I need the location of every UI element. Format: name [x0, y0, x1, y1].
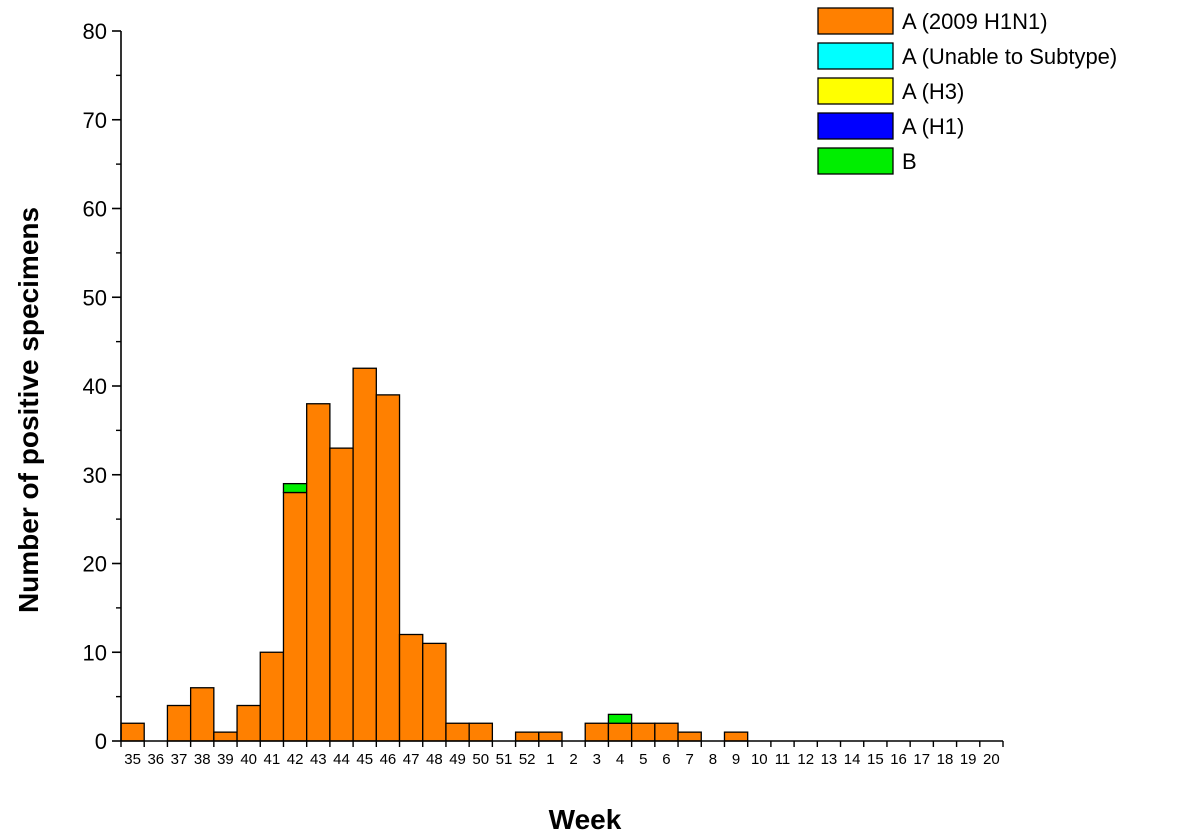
y-tick-label-30: 30	[83, 463, 107, 488]
y-tick-label-20: 20	[83, 552, 107, 577]
x-tick-label-52: 52	[519, 751, 536, 768]
bar-week-45-series-0	[352, 367, 377, 742]
x-tick-label-13: 13	[821, 751, 838, 768]
x-tick-label-38: 38	[194, 751, 211, 768]
x-tick-label-19: 19	[960, 751, 977, 768]
y-axis-title: Number of positive specimens	[13, 207, 44, 613]
x-tick-label-37: 37	[171, 751, 188, 768]
y-tick-label-50: 50	[83, 285, 107, 310]
bar-week-41-series-0	[259, 651, 285, 742]
x-tick-label-45: 45	[356, 751, 373, 768]
x-tick-label-1: 1	[546, 751, 554, 768]
y-tick-label-70: 70	[83, 108, 107, 133]
bar-week-1-series-0	[538, 731, 563, 742]
bar-week-7-series-0	[677, 731, 702, 742]
x-tick-label-11: 11	[775, 751, 791, 768]
bar-week-3-series-0	[584, 722, 610, 742]
bar-week-49-series-0	[445, 722, 470, 742]
x-tick-label-40: 40	[240, 751, 257, 768]
legend-swatch-2	[817, 77, 894, 105]
x-tick-label-17: 17	[913, 751, 930, 768]
bar-week-50-series-0	[468, 722, 494, 742]
bar-week-37-series-0	[166, 704, 192, 742]
bar-week-48-series-0	[422, 642, 447, 742]
x-tick-label-50: 50	[472, 751, 489, 768]
bar-week-38-series-0	[189, 687, 215, 742]
x-tick-label-48: 48	[426, 751, 443, 768]
y-tick-label-80: 80	[83, 19, 107, 44]
bar-week-42-series-4	[282, 482, 308, 494]
bar-week-44-series-0	[329, 447, 354, 742]
bar-week-39-series-0	[213, 731, 238, 742]
x-tick-label-43: 43	[310, 751, 327, 768]
bar-week-4-series-4	[607, 713, 633, 724]
legend: A (2009 H1N1) A (Unable to Subtype) A (H3)…	[817, 7, 1117, 175]
legend-swatch-1	[817, 42, 894, 70]
x-axis-title: Week	[549, 804, 622, 833]
x-tick-label-35: 35	[124, 751, 141, 768]
x-tick-label-14: 14	[844, 751, 861, 768]
x-tick-label-20: 20	[983, 751, 1000, 768]
x-tick-label-10: 10	[751, 751, 768, 768]
bar-week-43-series-0	[306, 403, 331, 742]
legend-label-2: A (H3)	[902, 79, 964, 104]
legend-swatch-3	[817, 112, 894, 140]
x-tick-label-8: 8	[709, 751, 717, 768]
x-tick-label-2: 2	[569, 751, 577, 768]
x-tick-label-42: 42	[287, 751, 304, 768]
x-tick-label-5: 5	[639, 751, 647, 768]
x-tick-label-41: 41	[264, 751, 281, 768]
y-tick-label-40: 40	[83, 374, 107, 399]
x-tick-label-47: 47	[403, 751, 420, 768]
bar-week-35-series-0	[120, 722, 145, 742]
x-tick-label-9: 9	[732, 751, 740, 768]
x-tick-label-7: 7	[685, 751, 693, 768]
x-tick-label-39: 39	[217, 751, 234, 768]
x-tick-label-18: 18	[937, 751, 954, 768]
legend-label-0: A (2009 H1N1)	[902, 9, 1048, 34]
bar-week-40-series-0	[236, 704, 261, 742]
legend-swatch-4	[817, 147, 894, 175]
legend-label-4: B	[902, 149, 917, 174]
x-tick-label-36: 36	[147, 751, 164, 768]
x-tick-label-16: 16	[890, 751, 907, 768]
legend-swatch-0	[817, 7, 894, 35]
x-tick-label-51: 51	[496, 751, 513, 768]
bar-week-47-series-0	[398, 633, 424, 742]
legend-label-1: A (Unable to Subtype)	[902, 44, 1117, 69]
bar-week-5-series-0	[630, 722, 656, 742]
x-tick-label-15: 15	[867, 751, 884, 768]
y-tick-label-0: 0	[95, 729, 107, 754]
x-tick-label-46: 46	[380, 751, 397, 768]
x-tick-label-49: 49	[449, 751, 466, 768]
y-tick-label-10: 10	[83, 640, 107, 665]
x-tick-label-12: 12	[797, 751, 814, 768]
bar-week-9-series-0	[723, 731, 749, 742]
bar-week-6-series-0	[654, 722, 679, 742]
bar-week-42-series-0	[282, 491, 308, 742]
bar-week-46-series-0	[375, 394, 401, 742]
bars-layer	[120, 367, 749, 742]
bar-week-52-series-0	[514, 731, 540, 742]
x-tick-label-3: 3	[593, 751, 601, 768]
x-tick-label-4: 4	[616, 751, 624, 768]
y-tick-label-60: 60	[83, 197, 107, 222]
legend-label-3: A (H1)	[902, 114, 964, 139]
x-tick-label-44: 44	[333, 751, 350, 768]
x-tick-label-6: 6	[662, 751, 670, 768]
bar-week-4-series-0	[607, 722, 633, 742]
